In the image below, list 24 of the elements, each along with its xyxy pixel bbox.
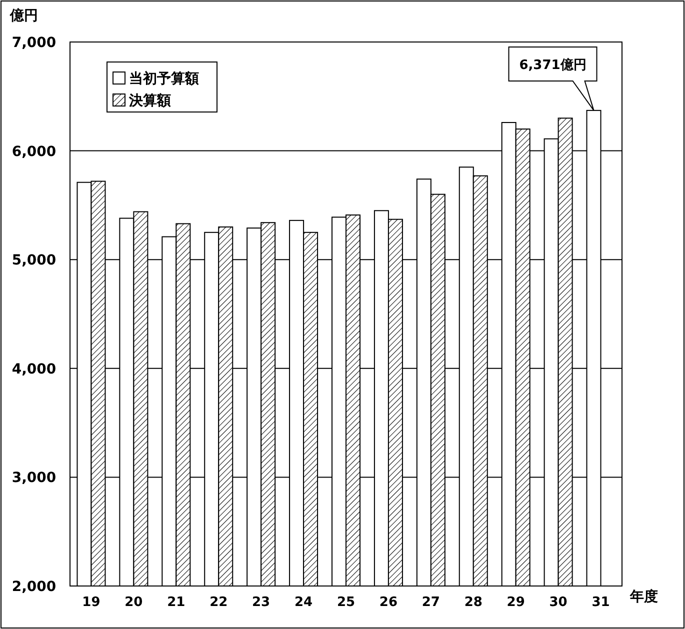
x-tick-label: 25: [336, 595, 356, 610]
y-tick-label: 5,000: [12, 252, 56, 269]
x-tick-label: 21: [167, 595, 186, 610]
legend-label: 決算額: [128, 92, 171, 109]
y-axis-title: 億円: [9, 7, 38, 24]
x-tick-label: 28: [464, 595, 482, 610]
x-tick-label: 29: [506, 595, 525, 610]
x-tick-label: 31: [592, 595, 610, 610]
y-tick-label: 4,000: [12, 361, 56, 378]
x-tick-label: 20: [124, 595, 143, 610]
x-tick-label: 30: [549, 595, 568, 610]
x-tick-label: 27: [422, 595, 440, 610]
x-tick-label: 22: [210, 595, 228, 610]
y-tick-label: 6,000: [12, 144, 56, 160]
x-tick-label: 19: [82, 595, 100, 610]
x-tick-label: 23: [252, 595, 270, 610]
x-tick-label: 26: [379, 595, 398, 610]
y-tick-label: 2,000: [12, 579, 56, 595]
y-tick-label: 3,000: [12, 470, 56, 486]
y-tick-label: 7,000: [12, 35, 56, 51]
legend-label: 当初予算額: [129, 70, 199, 87]
x-tick-label: 24: [294, 595, 313, 610]
annotation: 6,371億円: [519, 57, 586, 73]
x-axis-title: 年度: [629, 588, 658, 605]
